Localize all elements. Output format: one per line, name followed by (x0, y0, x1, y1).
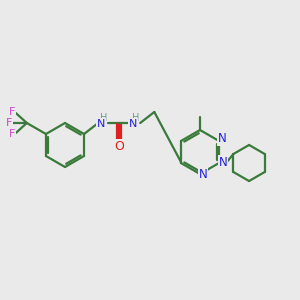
Text: N: N (199, 169, 207, 182)
Text: H: H (131, 113, 139, 123)
Text: O: O (114, 140, 124, 152)
Text: N: N (129, 119, 137, 129)
Text: F: F (9, 129, 15, 139)
Text: F: F (9, 107, 15, 117)
Text: N: N (218, 133, 226, 146)
Text: H: H (100, 113, 107, 123)
Text: F: F (6, 118, 12, 128)
Text: N: N (97, 119, 105, 129)
Text: N: N (219, 155, 227, 169)
